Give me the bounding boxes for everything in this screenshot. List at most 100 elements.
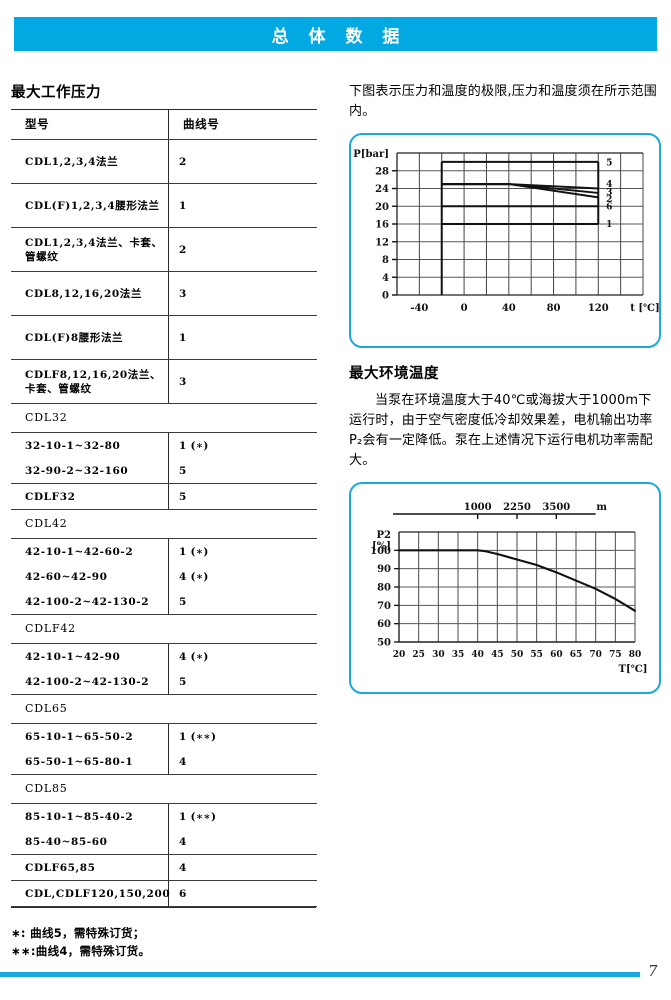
secondary-axis-unit: m (596, 502, 607, 513)
curve-text: 3 (179, 375, 187, 388)
curve-text: 5 (179, 464, 187, 477)
cell-model: 42-100-2~42-130-2 (11, 669, 169, 696)
column-header-curve: 曲线号 (183, 117, 220, 132)
table-group-row: CDL85 (11, 774, 317, 805)
table-bottom-rule (11, 907, 316, 909)
cell-curve: 5 (168, 669, 317, 696)
curve-p2 (397, 549, 637, 613)
x-axis-title: t [℃] (630, 303, 659, 314)
cell-curve: 3 (168, 359, 317, 405)
x-tick-label: 70 (589, 650, 602, 660)
curve-text: 4 (∗) (179, 570, 209, 583)
secondary-axis-label: 1000 (464, 502, 492, 513)
group-label-cell: CDL85 (11, 774, 317, 805)
y-tick-label: 12 (375, 238, 389, 249)
table-header-cell-model: 型号 (11, 109, 169, 141)
cell-model: 42-10-1~42-90 (11, 643, 169, 670)
curve-text: 1 (∗∗) (179, 730, 217, 743)
left-column: 最大工作压力 型号 曲线号 CDL1,2,3,4法兰 2 CDL(F)1,2,3,4… (11, 85, 329, 960)
table-footnotes: ∗: 曲线5，需特殊订货； ∗∗:曲线4，需特殊订货。 (11, 925, 329, 960)
model-text: 42-100-2~42-130-2 (25, 595, 150, 608)
cell-curve: 5 (168, 483, 317, 511)
x-tick-label: 35 (452, 650, 465, 660)
y-tick-label: 60 (377, 619, 391, 630)
curve-text: 6 (179, 887, 187, 900)
model-text: 42-10-1~42-90 (25, 650, 121, 663)
table-row: 42-100-2~42-130-2 5 (11, 669, 317, 696)
y-axis-title-line2: [%] (372, 541, 391, 552)
curve-label-3: 3 (606, 188, 612, 198)
curve-text: 2 (179, 155, 187, 168)
x-tick-label: 40 (502, 303, 516, 314)
cell-model: 85-10-1~85-40-2 (11, 803, 169, 830)
y-tick-label: 24 (375, 184, 389, 195)
cell-curve: 5 (168, 589, 317, 616)
x-tick-label: 60 (550, 650, 563, 660)
table-row: CDL1,2,3,4法兰 2 (11, 139, 317, 185)
cell-curve: 1 (168, 183, 317, 229)
curve-2 (441, 183, 599, 199)
y-tick-label: 8 (382, 255, 389, 266)
cell-curve: 4 (∗) (169, 644, 318, 670)
curve-text: 2 (179, 243, 187, 256)
secondary-axis-label: 3500 (542, 502, 570, 513)
cell-model: CDL(F)1,2,3,4腰形法兰 (11, 183, 169, 229)
model-text: CDL1,2,3,4法兰 (25, 155, 119, 168)
motor-derating-chart: 1000 2250 3500 m 50 60 70 80 90 100 P2[%] 20 25 30 35 4… (370, 502, 647, 675)
cell-model: 65-50-1~65-80-1 (11, 749, 169, 776)
model-text: CDLF32 (25, 490, 76, 503)
x-tick-label: 65 (570, 650, 583, 660)
table-row: 42-60~42-90 4 (∗) (11, 564, 317, 590)
y-tick-label: 4 (382, 273, 389, 284)
table-row: CDLF65,85 4 (11, 854, 317, 882)
cell-curve: 1 (∗) (169, 539, 318, 565)
table-group-row: CDLF42 (11, 614, 317, 645)
cell-curve: 3 (168, 271, 317, 317)
model-text: 42-100-2~42-130-2 (25, 675, 150, 688)
cell-curve: 1 (∗∗) (169, 804, 318, 830)
table-group-row: CDL32 (11, 403, 317, 434)
ambient-temperature-paragraph: 当泵在环境温度大于40℃或海拔大于1000m下运行时，由于空气密度低冷却效果差，… (349, 392, 653, 469)
table-body: 型号 曲线号 CDL1,2,3,4法兰 2 CDL(F)1,2,3,4腰形法兰 1 CD… (11, 109, 318, 908)
x-tick-label: 80 (547, 303, 561, 314)
footnote-single-asterisk: ∗: 曲线5，需特殊订货； (11, 926, 145, 941)
cell-model: 85-40~85-60 (11, 829, 169, 856)
table-row: CDLF32 5 (11, 483, 317, 511)
page-title: 总 体 数 据 (271, 26, 407, 47)
table-row: CDL8,12,16,20法兰 3 (11, 271, 317, 317)
x-tick-label: 25 (412, 650, 425, 660)
table-row: 32-10-1~32-80 1 (∗) (11, 432, 317, 459)
cell-model: 42-100-2~42-130-2 (11, 589, 169, 616)
group-label: CDL32 (25, 410, 68, 424)
y-tick-label: 16 (375, 220, 389, 231)
table-row: CDL(F)1,2,3,4腰形法兰 1 (11, 183, 317, 229)
y-tick-label: 0 (382, 291, 389, 302)
curve-text: 5 (179, 595, 187, 608)
cell-curve: 6 (168, 880, 317, 908)
table-row: CDL(F)8腰形法兰 1 (11, 315, 317, 361)
x-tick-label: 120 (588, 303, 609, 314)
section-heading-max-ambient-temperature: 最大环境温度 (349, 366, 439, 383)
right-column: 下图表示压力和温度的极限,压力和温度须在所示范围内。 0 4 8 12 16 20 24 28… (349, 82, 661, 695)
table-row: 42-10-1~42-90 4 (∗) (11, 643, 318, 670)
table-row: CDL,CDLF120,150,200 6 (11, 880, 317, 908)
curve-text: 3 (179, 287, 187, 300)
y-tick-label: 80 (377, 583, 391, 594)
y-tick-label: 100 (370, 546, 391, 557)
group-label-cell: CDL65 (11, 694, 317, 725)
curve-text: 1 (179, 199, 187, 212)
secondary-axis-label: 2250 (503, 502, 531, 513)
table-row: CDLF8,12,16,20法兰、 卡套、管螺纹 3 (11, 359, 317, 405)
table-header-cell-curve: 曲线号 (168, 109, 317, 141)
y-tick-label: 70 (377, 601, 391, 612)
cell-model: CDLF65,85 (11, 854, 169, 882)
y-tick-label: 20 (375, 202, 389, 213)
model-text: CDL(F)8腰形法兰 (25, 331, 124, 344)
table-row: 42-100-2~42-130-2 5 (11, 589, 317, 616)
intro-paragraph: 下图表示压力和温度的极限,压力和温度须在所示范围内。 (349, 84, 657, 120)
curve-text: 5 (179, 675, 187, 688)
cell-curve: 2 (168, 227, 317, 273)
curve-text: 4 (179, 835, 187, 848)
cell-model: CDL(F)8腰形法兰 (11, 315, 169, 361)
